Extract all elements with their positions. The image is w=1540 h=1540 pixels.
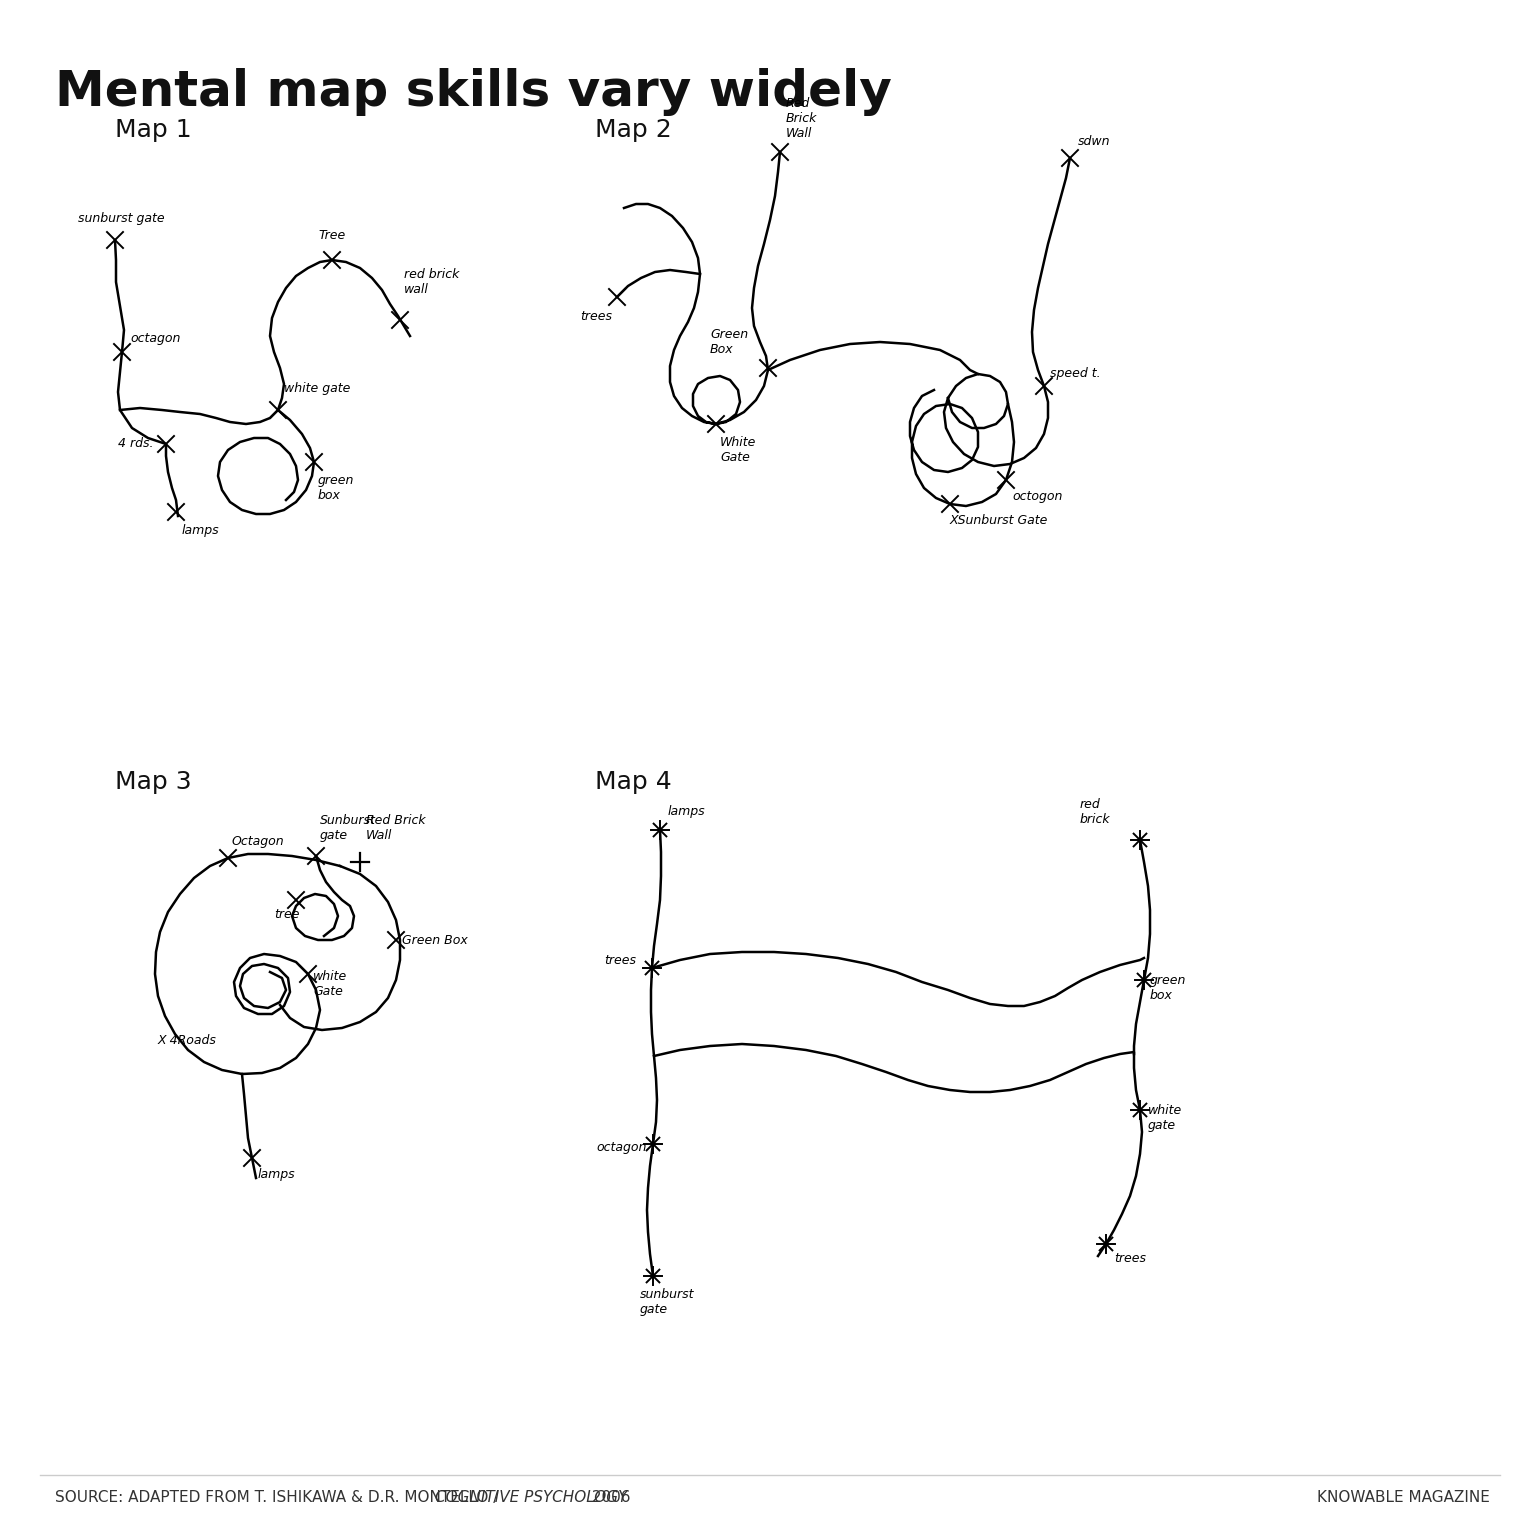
Text: green
box: green box (1150, 973, 1186, 1003)
Text: COGNITIVE PSYCHOLOGY: COGNITIVE PSYCHOLOGY (434, 1491, 627, 1505)
Text: 4 rds.: 4 rds. (119, 437, 154, 450)
Text: white
gate: white gate (1147, 1104, 1183, 1132)
Text: green
box: green box (317, 474, 354, 502)
Text: octagon: octagon (596, 1141, 647, 1155)
Text: Green
Box: Green Box (710, 328, 748, 356)
Text: Sunburst
gate: Sunburst gate (320, 815, 376, 842)
Text: trees: trees (581, 310, 611, 323)
Text: sdwn: sdwn (1078, 136, 1110, 148)
Text: octogon: octogon (1012, 490, 1063, 504)
Text: KNOWABLE MAGAZINE: KNOWABLE MAGAZINE (1317, 1491, 1491, 1505)
Text: white gate: white gate (283, 382, 351, 394)
Text: Map 2: Map 2 (594, 119, 671, 142)
Text: Red
Brick
Wall: Red Brick Wall (785, 97, 818, 140)
Text: 2006: 2006 (587, 1491, 630, 1505)
Text: Map 1: Map 1 (116, 119, 191, 142)
Text: red brick
wall: red brick wall (403, 268, 459, 296)
Text: X 4Roads: X 4Roads (159, 1033, 217, 1047)
Text: Red Brick
Wall: Red Brick Wall (367, 815, 425, 842)
Text: red
brick: red brick (1080, 798, 1110, 825)
Text: Octagon: Octagon (233, 835, 285, 849)
Text: trees: trees (1113, 1252, 1146, 1264)
Text: octagon: octagon (129, 333, 180, 345)
Text: Tree: Tree (317, 229, 345, 242)
Text: Mental map skills vary widely: Mental map skills vary widely (55, 68, 892, 116)
Text: Green Box: Green Box (402, 933, 468, 947)
Text: white
Gate: white Gate (313, 970, 346, 998)
Text: SOURCE: ADAPTED FROM T. ISHIKAWA & D.R. MONTELLO /: SOURCE: ADAPTED FROM T. ISHIKAWA & D.R. … (55, 1491, 504, 1505)
Text: White
Gate: White Gate (721, 436, 756, 464)
Text: trees: trees (604, 953, 636, 967)
Text: sunburst gate: sunburst gate (79, 213, 165, 225)
Text: lamps: lamps (259, 1167, 296, 1181)
Text: Map 3: Map 3 (116, 770, 191, 795)
Text: XSunburst Gate: XSunburst Gate (950, 514, 1049, 527)
Text: sunburst
gate: sunburst gate (641, 1287, 695, 1317)
Text: speed t.: speed t. (1050, 367, 1101, 380)
Text: Map 4: Map 4 (594, 770, 671, 795)
Text: lamps: lamps (182, 524, 220, 537)
Text: lamps: lamps (668, 805, 705, 818)
Text: tree: tree (274, 909, 299, 921)
